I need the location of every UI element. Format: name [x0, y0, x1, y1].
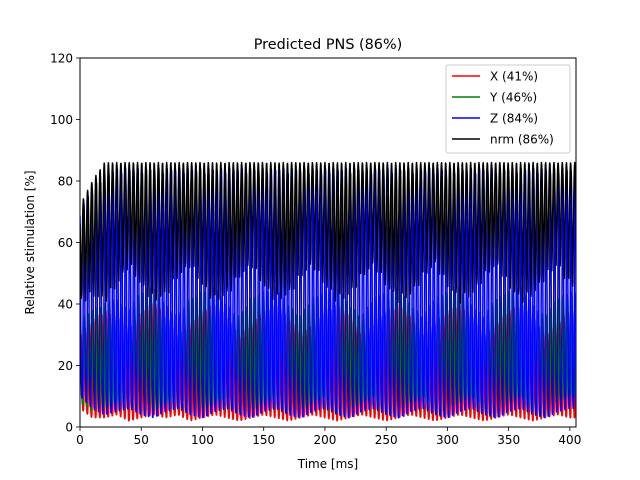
x-tick-label: 400 [558, 433, 581, 447]
y-tick-label: 40 [58, 298, 73, 312]
x-tick-label: 350 [497, 433, 520, 447]
series-layer [80, 161, 576, 422]
y-tick-label: 20 [58, 359, 73, 373]
series-line-nrm [80, 161, 576, 304]
y-tick-label: 80 [58, 175, 73, 189]
x-axis-ticks: 0 50 100 150 200 250 300 350 400 [76, 427, 581, 447]
x-tick-label: 100 [191, 433, 214, 447]
legend: X (41%) Y (46%) Z (84%) nrm (86%) [445, 64, 571, 154]
y-axis-ticks: 0 20 40 60 80 100 120 [50, 52, 80, 435]
y-tick-label: 60 [58, 236, 73, 250]
x-tick-label: 200 [313, 433, 336, 447]
y-tick-label: 120 [50, 52, 73, 66]
x-tick-label: 300 [436, 433, 459, 447]
x-axis-label: Time [ms] [297, 457, 359, 471]
legend-entries: X (41%) Y (46%) Z (84%) nrm (86%) [452, 70, 554, 147]
x-tick-label: 0 [76, 433, 84, 447]
legend-label: Z (84%) [490, 112, 538, 126]
y-tick-label: 100 [50, 113, 73, 127]
legend-label: Y (46%) [489, 91, 537, 105]
legend-box [445, 64, 571, 154]
x-tick-label: 150 [252, 433, 275, 447]
series-line-z [80, 168, 576, 419]
x-tick-label: 250 [375, 433, 398, 447]
x-tick-label: 50 [134, 433, 149, 447]
legend-label: X (41%) [490, 70, 538, 84]
y-tick-label: 0 [65, 421, 73, 435]
y-axis-label: Relative stimulation [%] [23, 170, 37, 314]
legend-label: nrm (86%) [490, 133, 554, 147]
chart-title: Predicted PNS (86%) [254, 37, 403, 53]
